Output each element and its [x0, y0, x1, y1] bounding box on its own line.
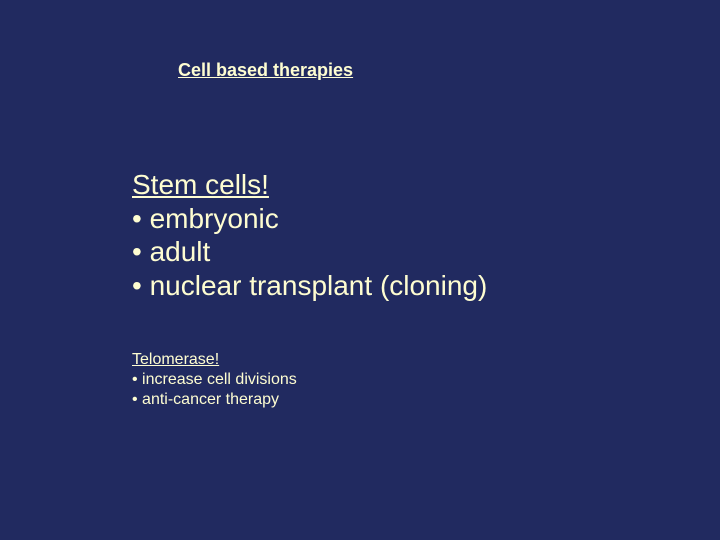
sub-heading: Telomerase!	[132, 350, 297, 370]
slide: Cell based therapies Stem cells! • embry…	[0, 0, 720, 540]
sub-section: Telomerase! • increase cell divisions • …	[132, 350, 297, 410]
main-bullet: • adult	[132, 235, 487, 269]
main-bullet: • embryonic	[132, 202, 487, 236]
main-section: Stem cells! • embryonic • adult • nuclea…	[132, 168, 487, 302]
sub-bullet: • increase cell divisions	[132, 370, 297, 390]
slide-title: Cell based therapies	[178, 60, 353, 81]
sub-bullet: • anti-cancer therapy	[132, 390, 297, 410]
main-heading: Stem cells!	[132, 168, 487, 202]
main-bullet: • nuclear transplant (cloning)	[132, 269, 487, 303]
